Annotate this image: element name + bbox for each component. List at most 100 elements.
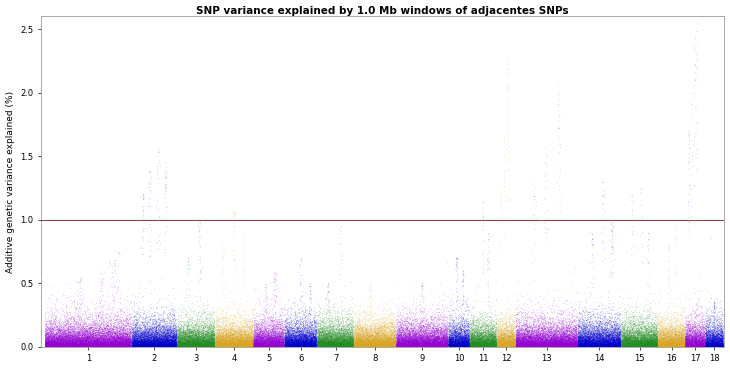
- Point: [112, 336, 124, 342]
- Point: [241, 342, 253, 348]
- Point: [511, 328, 523, 334]
- Point: [533, 343, 545, 349]
- Point: [84, 339, 96, 345]
- Point: [223, 343, 234, 349]
- Point: [186, 330, 198, 336]
- Point: [569, 338, 581, 344]
- Point: [427, 340, 439, 346]
- Point: [379, 333, 391, 339]
- Point: [486, 336, 498, 342]
- Point: [504, 338, 515, 344]
- Point: [415, 309, 426, 315]
- Point: [273, 341, 285, 346]
- Point: [266, 318, 278, 324]
- Point: [53, 337, 65, 343]
- Point: [101, 324, 112, 330]
- Point: [543, 342, 555, 348]
- Point: [487, 342, 499, 348]
- Point: [485, 333, 497, 339]
- Point: [79, 334, 91, 340]
- Point: [641, 343, 653, 349]
- Point: [149, 341, 161, 347]
- Point: [517, 338, 529, 344]
- Point: [180, 328, 191, 334]
- Point: [469, 334, 481, 340]
- Point: [369, 336, 381, 342]
- Point: [696, 324, 708, 330]
- Point: [245, 341, 256, 347]
- Point: [548, 339, 560, 345]
- Point: [610, 323, 621, 329]
- Point: [484, 342, 496, 348]
- Point: [627, 341, 639, 347]
- Point: [195, 338, 207, 344]
- Point: [196, 339, 208, 345]
- Point: [157, 342, 169, 348]
- Point: [226, 327, 237, 332]
- Point: [561, 342, 573, 348]
- Point: [604, 328, 616, 334]
- Point: [212, 342, 224, 348]
- Point: [571, 328, 583, 334]
- Point: [524, 338, 536, 344]
- Point: [507, 337, 519, 343]
- Point: [377, 331, 388, 337]
- Point: [595, 337, 607, 343]
- Point: [485, 340, 497, 346]
- Point: [665, 333, 677, 339]
- Point: [683, 325, 694, 331]
- Point: [450, 332, 462, 338]
- Point: [592, 342, 604, 348]
- Point: [141, 329, 153, 335]
- Point: [507, 311, 518, 317]
- Point: [569, 327, 580, 332]
- Point: [66, 332, 78, 338]
- Point: [328, 331, 339, 337]
- Point: [384, 330, 396, 336]
- Point: [413, 336, 425, 342]
- Point: [342, 343, 353, 349]
- Point: [387, 338, 399, 344]
- Point: [571, 338, 583, 344]
- Point: [426, 339, 438, 345]
- Point: [274, 330, 285, 335]
- Point: [707, 338, 719, 344]
- Point: [557, 332, 569, 338]
- Point: [673, 343, 685, 349]
- Point: [473, 319, 485, 325]
- Point: [667, 335, 679, 341]
- Point: [694, 334, 705, 340]
- Point: [254, 334, 266, 339]
- Point: [337, 344, 348, 349]
- Point: [376, 342, 388, 348]
- Point: [104, 344, 115, 349]
- Point: [207, 330, 218, 335]
- Point: [407, 335, 419, 341]
- Point: [93, 337, 105, 343]
- Point: [429, 342, 441, 348]
- Point: [145, 332, 157, 338]
- Point: [395, 342, 407, 348]
- Point: [515, 344, 527, 349]
- Point: [669, 335, 681, 341]
- Point: [352, 334, 364, 340]
- Point: [408, 343, 420, 349]
- Point: [334, 337, 346, 342]
- Point: [475, 331, 487, 337]
- Point: [461, 344, 472, 349]
- Point: [345, 343, 356, 349]
- Point: [176, 338, 188, 344]
- Point: [588, 311, 599, 317]
- Point: [149, 329, 161, 335]
- Point: [447, 344, 459, 350]
- Point: [700, 338, 712, 344]
- Point: [71, 343, 82, 349]
- Point: [52, 343, 64, 349]
- Point: [343, 335, 355, 341]
- Point: [169, 339, 180, 345]
- Point: [182, 336, 193, 342]
- Point: [403, 329, 415, 335]
- Point: [563, 335, 575, 341]
- Point: [177, 344, 189, 350]
- Point: [334, 335, 345, 341]
